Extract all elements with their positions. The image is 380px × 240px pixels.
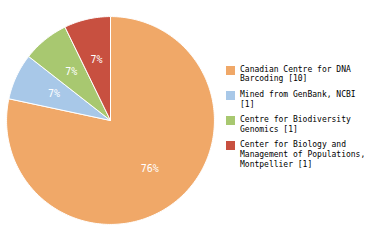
svg-text:7%: 7% (48, 88, 60, 99)
html-text:Canadian Centre for DNA Barcod: Canadian Centre for DNA Barcoding [10] (240, 64, 351, 84)
svg-text:7%: 7% (65, 66, 77, 77)
html-text:Center for Biology and Managem: Center for Biology and Management of Pop… (240, 140, 366, 169)
svg-text:76%: 76% (141, 163, 159, 174)
html-text:Mined from GenBank, NCBI [1]: Mined from GenBank, NCBI [1] (240, 90, 356, 109)
html-text:Centre for Biodiversity Genomi: Centre for Biodiversity Genomics [1] (240, 115, 351, 134)
svg-text:7%: 7% (90, 54, 102, 65)
